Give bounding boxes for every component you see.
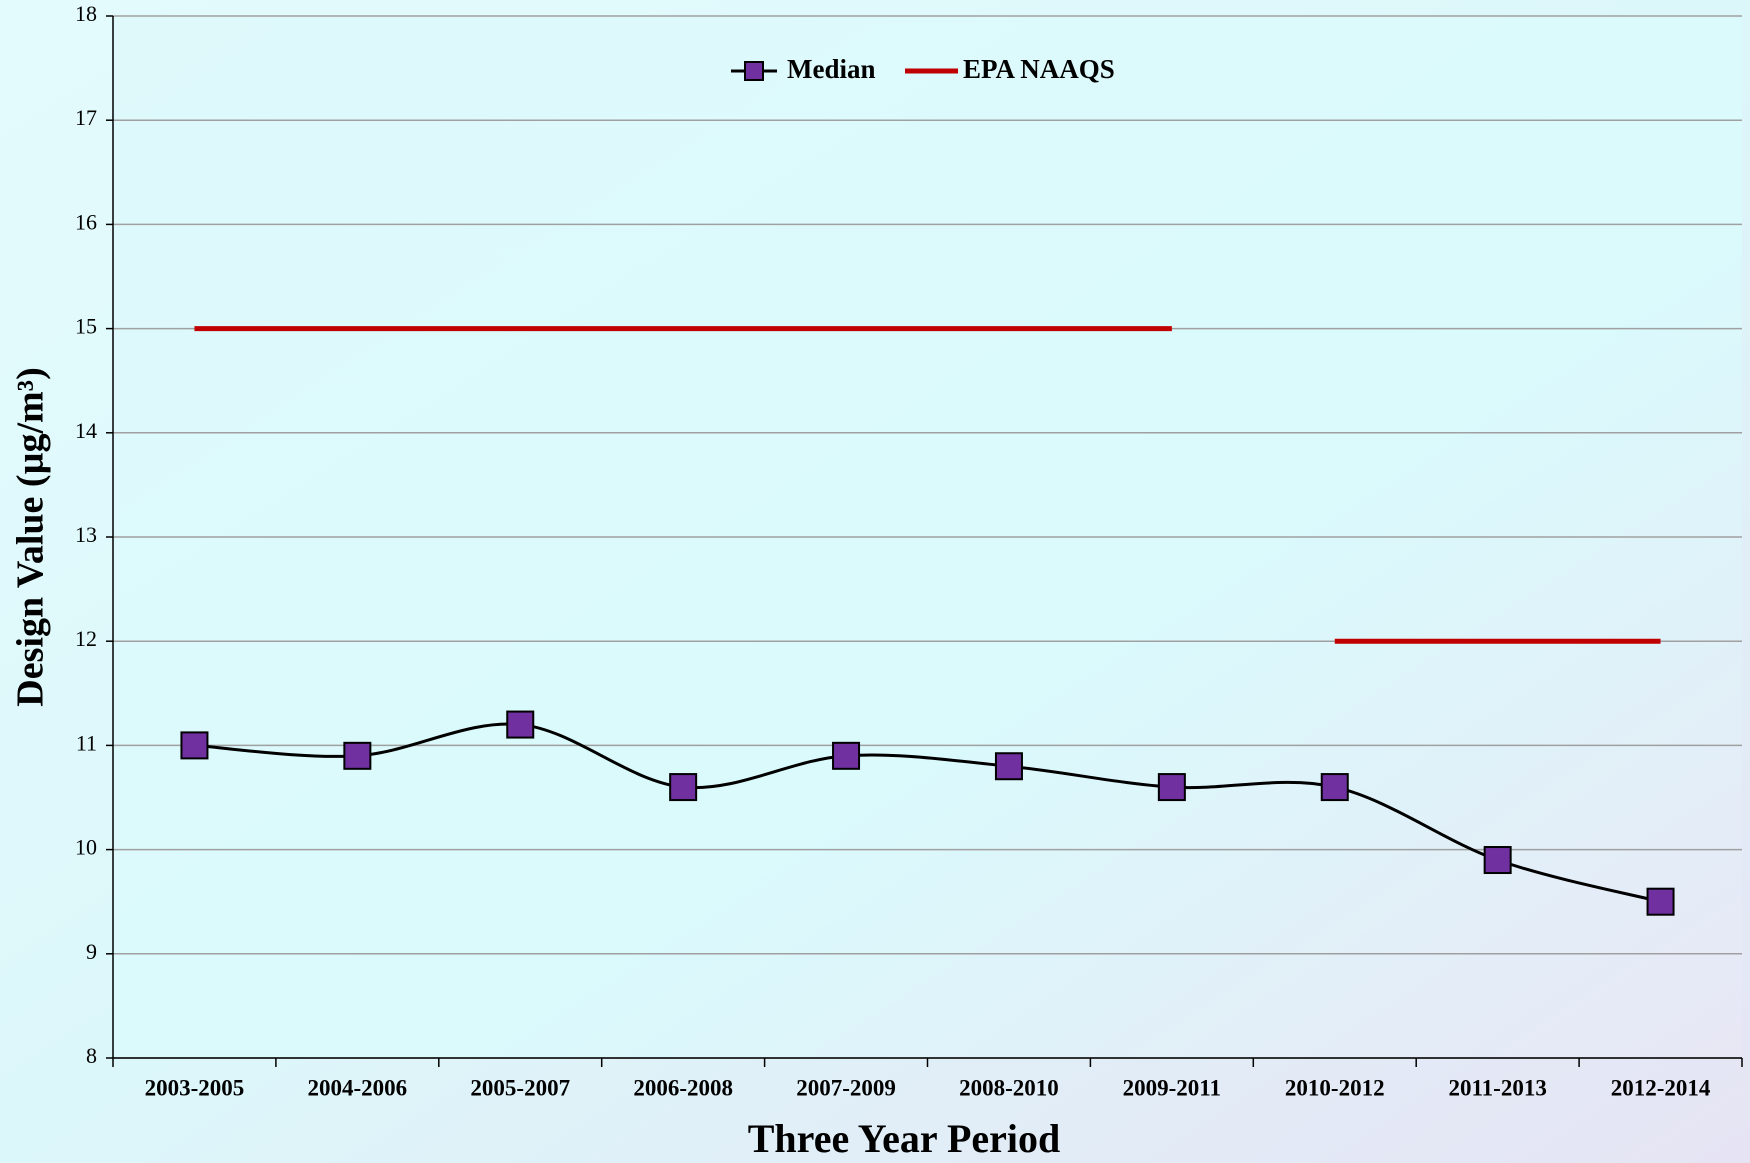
x-tick-label: 2011-2013 [1448,1075,1546,1100]
y-tick-label: 13 [75,522,97,547]
y-axis-title: Design Value (µg/m³) [10,367,52,706]
marker [1483,846,1512,875]
x-tick-label: 2006-2008 [633,1075,733,1100]
y-tick-label: 11 [76,730,97,755]
y-tick-label: 15 [75,314,97,339]
median-line [194,722,1661,904]
marker [1646,887,1675,916]
x-tick-label: 2003-2005 [145,1075,245,1100]
marker [1320,773,1349,802]
marker [343,741,372,770]
legend-label: EPA NAAQS [963,54,1115,84]
y-tick-label: 18 [75,1,97,26]
marker [506,710,535,739]
x-tick-label: 2008-2010 [959,1075,1059,1100]
y-tick-label: 12 [75,626,97,651]
marker [1157,773,1186,802]
x-tick-label: 2010-2012 [1285,1075,1385,1100]
legend-swatch-marker [744,61,764,81]
marker [832,741,861,770]
x-axis-title: Three Year Period [748,1116,1061,1161]
y-tick-label: 8 [86,1043,97,1068]
x-tick-label: 2012-2014 [1611,1075,1711,1100]
y-tick-label: 9 [86,939,97,964]
x-tick-label: 2007-2009 [796,1075,896,1100]
x-tick-label: 2004-2006 [308,1075,408,1100]
marker [180,731,209,760]
marker [669,773,698,802]
marker [994,752,1023,781]
y-tick-label: 14 [75,418,97,443]
x-tick-label: 2005-2007 [470,1075,570,1100]
y-tick-label: 16 [75,209,97,234]
y-tick-label: 10 [75,835,97,860]
y-tick-label: 17 [75,105,97,130]
x-tick-label: 2009-2011 [1123,1075,1221,1100]
legend-label: Median [787,54,876,84]
